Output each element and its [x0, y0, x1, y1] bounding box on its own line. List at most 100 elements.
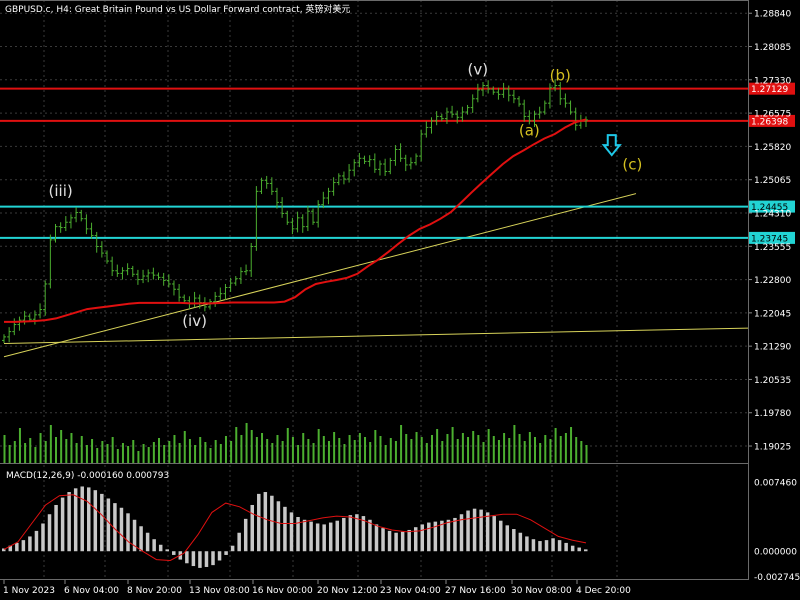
- support-price-label: 1.23745: [751, 234, 788, 244]
- macd-histogram-bar: [172, 551, 176, 555]
- macd-histogram-bar: [472, 508, 477, 552]
- support-price-label: 1.24455: [751, 203, 788, 213]
- macd-histogram-bar: [440, 520, 444, 552]
- macd-histogram-bar: [512, 529, 516, 552]
- macd-histogram-bar: [8, 545, 13, 552]
- macd-histogram-bar: [41, 523, 45, 552]
- macd-histogram-bar: [302, 519, 307, 552]
- price-tick-label: 1.24310: [754, 209, 791, 219]
- macd-histogram-bar: [191, 551, 196, 567]
- time-tick-label: 13 Nov 08:00: [189, 586, 250, 596]
- macd-histogram-bar: [459, 514, 464, 552]
- time-tick-label: 20 Nov 12:00: [317, 586, 378, 596]
- macd-histogram-bar: [224, 551, 228, 555]
- macd-histogram-bar: [217, 551, 222, 561]
- macd-histogram-bar: [67, 492, 71, 552]
- macd-histogram-bar: [577, 547, 581, 552]
- support-price-tag: [749, 200, 795, 213]
- macd-histogram-bar: [394, 532, 398, 552]
- support-price-tag: [749, 231, 795, 244]
- wave-label: (v): [468, 61, 489, 79]
- trend-lines[interactable]: [3, 193, 749, 358]
- macd-histogram-bar: [47, 514, 52, 552]
- macd-histogram-bar: [564, 542, 568, 552]
- macd-histogram-bar: [570, 545, 575, 552]
- price-tick-label: 1.26575: [754, 110, 791, 120]
- macd-histogram-bar: [492, 516, 496, 552]
- macd-histogram-bar: [93, 490, 98, 552]
- macd-histogram-bar: [479, 509, 483, 552]
- macd-histogram-bar: [453, 517, 457, 552]
- wave-label: (iii): [49, 182, 73, 200]
- macd-histogram-bar: [557, 540, 562, 552]
- macd-tick-label: 0.007460: [754, 479, 797, 489]
- macd-histogram-bar: [243, 518, 248, 552]
- volume-bars: [3, 423, 588, 463]
- macd-histogram-bar: [538, 541, 542, 552]
- macd-histogram-bar: [342, 517, 346, 552]
- macd-histogram-bar: [34, 530, 39, 552]
- wave-label: (b): [550, 66, 571, 84]
- macd-histogram-bar: [270, 495, 274, 552]
- macd-histogram-bar: [198, 551, 202, 568]
- wave-label: (iv): [182, 312, 207, 330]
- macd-tick-label: -0.002745: [754, 573, 800, 583]
- macd-histogram-bar: [518, 532, 523, 552]
- chart-title: GBPUSD.c, H4: Great Britain Pound vs US …: [5, 3, 350, 15]
- macd-histogram-bar: [237, 532, 241, 552]
- macd-histogram-bar: [263, 492, 268, 552]
- price-tick-label: 1.21290: [754, 343, 791, 353]
- macd-histogram-bar: [355, 514, 359, 552]
- macd-histogram-bar: [485, 512, 490, 552]
- macd-histogram-bar: [28, 536, 32, 552]
- price-tick-label: 1.27330: [754, 76, 791, 86]
- macd-histogram-bar: [374, 524, 379, 552]
- wave-label: (c): [622, 155, 642, 173]
- macd-histogram-bar: [466, 510, 470, 552]
- macd-histogram-bar: [276, 501, 281, 552]
- macd-histogram-bar: [309, 521, 313, 552]
- resistance-price-label: 1.26398: [751, 117, 788, 127]
- macd-histogram-bar: [315, 523, 320, 552]
- macd-histogram-bar: [525, 536, 529, 552]
- down-arrow-icon: [601, 134, 622, 157]
- macd-histogram-bar: [381, 528, 385, 552]
- time-tick-label: 8 Nov 20:00: [127, 586, 182, 596]
- macd-histogram-bar: [387, 530, 392, 552]
- time-tick-label: 4 Dec 20:00: [576, 586, 631, 596]
- macd-histogram-bar: [283, 506, 287, 552]
- time-tick-label: 27 Nov 16:00: [445, 586, 506, 596]
- macd-histogram-bar: [145, 532, 150, 552]
- macd-histogram-bar: [132, 519, 137, 552]
- price-candles: [2, 79, 588, 344]
- time-tick-label: 6 Nov 04:00: [64, 586, 119, 596]
- down-arrow-shape: [601, 134, 622, 157]
- macd-histogram-bar: [544, 540, 549, 552]
- price-tick-label: 1.25820: [754, 143, 791, 153]
- time-tick-label: 1 Nov 2023: [3, 586, 55, 596]
- macd-histogram-bar: [505, 525, 510, 552]
- macd-tick-label: 0.000000: [754, 548, 797, 558]
- price-tick-label: 1.28840: [754, 10, 791, 20]
- resistance-price-tag: [749, 114, 795, 127]
- macd-histogram-bar: [335, 520, 340, 552]
- macd-histogram-bar: [100, 493, 104, 552]
- macd-histogram-bar: [2, 548, 6, 552]
- resistance-price-tag: [749, 82, 795, 95]
- horizontal-levels[interactable]: 1.27129 1.26398 1.24455 1.23745: [0, 82, 795, 245]
- macd-histogram-bar: [289, 512, 294, 552]
- time-tick-label: 30 Nov 08:00: [511, 586, 572, 596]
- macd-histogram-bar: [15, 542, 19, 552]
- price-tick-label: 1.19025: [754, 443, 791, 453]
- macd-histogram-bar: [433, 521, 438, 552]
- price-tick-label: 1.22045: [754, 309, 791, 319]
- macd-histogram-bar: [498, 520, 503, 552]
- macd-histogram-bar: [60, 497, 65, 552]
- macd-histogram-bar: [106, 498, 111, 552]
- macd-histogram-bar: [420, 524, 425, 552]
- wave-label: (a): [519, 121, 540, 139]
- macd-histogram-bar: [54, 504, 58, 552]
- macd-histogram-bar: [257, 493, 261, 552]
- resistance-price-label: 1.27129: [751, 85, 788, 95]
